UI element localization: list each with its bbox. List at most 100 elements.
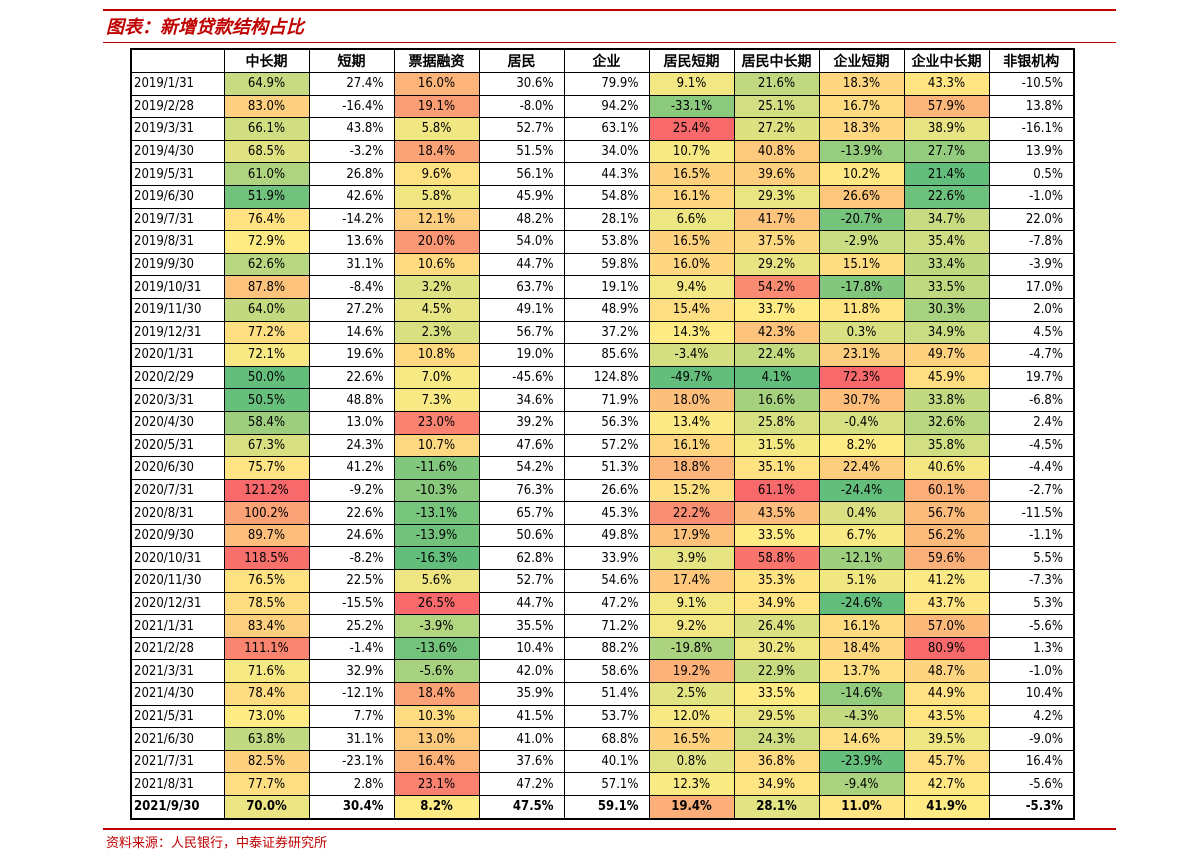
- table-row: 2019/5/31 61.0% 26.8% 9.6% 56.1% 44.3% 16.5% 39…: [130, 162, 1075, 186]
- cell-非银机构: -1.1%: [988, 523, 1075, 548]
- cell-短期: -3.2%: [308, 139, 395, 164]
- table-row: 2020/3/31 50.5% 48.8% 7.3% 34.6% 71.9% 18.0% 16…: [130, 388, 1075, 412]
- cell-居民: 52.7%: [478, 569, 565, 593]
- cell-票据融资: 10.7%: [393, 433, 480, 458]
- cell-中长期: 64.0%: [223, 297, 310, 322]
- cell-中长期: 75.7%: [223, 456, 310, 480]
- cell-居民: 76.3%: [478, 478, 565, 503]
- cell-短期: 31.1%: [308, 727, 395, 751]
- cell-企业中长期: 56.7%: [903, 501, 990, 525]
- cell-企业中长期: 27.7%: [903, 139, 990, 164]
- cell-非银机构: 2.4%: [988, 410, 1075, 435]
- cell-居民: 34.6%: [478, 388, 565, 412]
- cell-企业: 28.1%: [563, 207, 650, 232]
- table-row: 2021/7/31 82.5% -23.1% 16.4% 37.6% 40.1% 0.8% 3…: [130, 749, 1075, 774]
- cell-居民中长期: 43.5%: [733, 501, 820, 525]
- cell-票据融资: -11.6%: [393, 456, 480, 480]
- table-row: 2020/1/31 72.1% 19.6% 10.8% 19.0% 85.6% -3.4% 2…: [130, 343, 1075, 367]
- cell-非银机构: 17.0%: [988, 275, 1075, 299]
- cell-票据融资: -16.3%: [393, 546, 480, 571]
- table-row: 2020/11/30 76.5% 22.5% 5.6% 52.7% 54.6% 17.4% 3…: [130, 569, 1075, 593]
- table-row: 2020/12/31 78.5% -15.5% 26.5% 44.7% 47.2% 9.1%…: [130, 591, 1075, 616]
- cell-中长期: 83.0%: [223, 94, 310, 119]
- cell-短期: 27.4%: [308, 72, 395, 96]
- cell-居民: 54.2%: [478, 456, 565, 480]
- cell-非银机构: -7.8%: [988, 230, 1075, 254]
- header-col-1: 中长期: [223, 48, 310, 73]
- cell-企业: 68.8%: [563, 727, 650, 751]
- row-date: 2020/11/30: [130, 569, 225, 593]
- row-date: 2019/5/31: [130, 162, 225, 186]
- cell-居民短期: 17.9%: [648, 523, 735, 548]
- cell-居民短期: 2.5%: [648, 682, 735, 706]
- cell-企业: 53.7%: [563, 704, 650, 729]
- cell-企业中长期: 33.8%: [903, 388, 990, 412]
- cell-中长期: 71.6%: [223, 659, 310, 684]
- cell-票据融资: 2.3%: [393, 320, 480, 345]
- cell-居民: 52.7%: [478, 117, 565, 141]
- cell-企业中长期: 45.9%: [903, 365, 990, 390]
- cell-企业中长期: 60.1%: [903, 478, 990, 503]
- cell-居民短期: 0.8%: [648, 749, 735, 774]
- cell-企业短期: -23.9%: [818, 749, 905, 774]
- cell-非银机构: 5.5%: [988, 546, 1075, 571]
- cell-居民短期: 12.0%: [648, 704, 735, 729]
- cell-企业短期: 16.1%: [818, 614, 905, 638]
- cell-居民中长期: 41.7%: [733, 207, 820, 232]
- cell-企业中长期: 30.3%: [903, 297, 990, 322]
- row-date: 2019/8/31: [130, 230, 225, 254]
- cell-居民中长期: 26.4%: [733, 614, 820, 638]
- table-row: 2019/3/31 66.1% 43.8% 5.8% 52.7% 63.1% 25.4% 27…: [130, 117, 1075, 141]
- cell-票据融资: 7.0%: [393, 365, 480, 390]
- cell-短期: -23.1%: [308, 749, 395, 774]
- cell-居民短期: 19.2%: [648, 659, 735, 684]
- cell-居民短期: 16.0%: [648, 252, 735, 277]
- cell-中长期: 100.2%: [223, 501, 310, 525]
- cell-居民短期: 9.1%: [648, 72, 735, 96]
- row-date: 2020/7/31: [130, 478, 225, 503]
- cell-票据融资: 12.1%: [393, 207, 480, 232]
- cell-企业中长期: 33.5%: [903, 275, 990, 299]
- table-row: 2020/7/31 121.2% -9.2% -10.3% 76.3% 26.6% 15.2…: [130, 478, 1075, 503]
- cell-非银机构: -6.8%: [988, 388, 1075, 412]
- table-row: 2019/11/30 64.0% 27.2% 4.5% 49.1% 48.9% 15.4% 3…: [130, 297, 1075, 322]
- cell-企业: 71.9%: [563, 388, 650, 412]
- cell-居民: 48.2%: [478, 207, 565, 232]
- cell-企业: 51.4%: [563, 682, 650, 706]
- cell-票据融资: 16.0%: [393, 72, 480, 96]
- cell-企业: 79.9%: [563, 72, 650, 96]
- cell-居民: -45.6%: [478, 365, 565, 390]
- table-row: 2019/4/30 68.5% -3.2% 18.4% 51.5% 34.0% 10.7% 4…: [130, 139, 1075, 164]
- cell-企业短期: 18.4%: [818, 636, 905, 661]
- loan-structure-table: 中长期 短期 票据融资 居民 企业 居民短期 居民中长期 企业短期 企业中长期 非银机构 2019…: [130, 48, 1075, 820]
- cell-企业中长期: 32.6%: [903, 410, 990, 435]
- cell-企业: 53.8%: [563, 230, 650, 254]
- cell-企业短期: -9.4%: [818, 772, 905, 796]
- cell-中长期: 64.9%: [223, 72, 310, 96]
- cell-短期: 25.2%: [308, 614, 395, 638]
- cell-居民: 41.5%: [478, 704, 565, 729]
- cell-企业短期: 11.8%: [818, 297, 905, 322]
- cell-中长期: 62.6%: [223, 252, 310, 277]
- cell-票据融资: 10.8%: [393, 343, 480, 367]
- cell-企业: 88.2%: [563, 636, 650, 661]
- cell-企业: 26.6%: [563, 478, 650, 503]
- cell-短期: 27.2%: [308, 297, 395, 322]
- cell-企业: 45.3%: [563, 501, 650, 525]
- cell-企业中长期: 57.0%: [903, 614, 990, 638]
- cell-票据融资: 9.6%: [393, 162, 480, 186]
- cell-企业中长期: 38.9%: [903, 117, 990, 141]
- row-date: 2021/6/30: [130, 727, 225, 751]
- cell-中长期: 76.4%: [223, 207, 310, 232]
- cell-企业中长期: 48.7%: [903, 659, 990, 684]
- cell-非银机构: 5.3%: [988, 591, 1075, 616]
- table-row: 2021/6/30 63.8% 31.1% 13.0% 41.0% 68.8% 16.5% 2…: [130, 727, 1075, 751]
- cell-企业短期: -0.4%: [818, 410, 905, 435]
- cell-非银机构: -1.0%: [988, 659, 1075, 684]
- page-title: 图表：新增贷款结构占比: [106, 17, 304, 38]
- cell-票据融资: -5.6%: [393, 659, 480, 684]
- cell-中长期: 118.5%: [223, 546, 310, 571]
- cell-居民: 65.7%: [478, 501, 565, 525]
- cell-居民: 63.7%: [478, 275, 565, 299]
- cell-短期: 42.6%: [308, 184, 395, 209]
